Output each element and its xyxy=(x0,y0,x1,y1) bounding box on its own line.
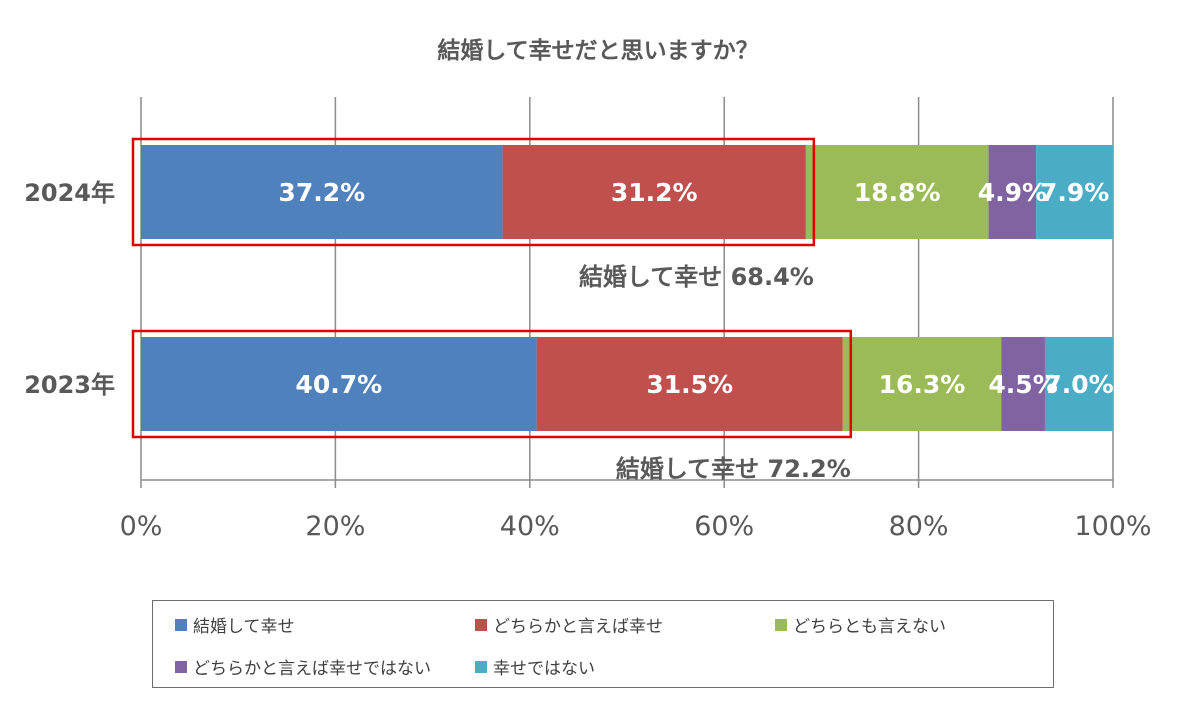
legend-label: どちらかと言えば幸せではない xyxy=(193,659,431,679)
legend-swatch xyxy=(175,660,187,673)
bar-segment xyxy=(141,145,503,239)
data-label: 4.5% xyxy=(988,370,1057,399)
annotation-label: 結婚して幸せ 68.4% xyxy=(579,263,814,291)
data-label: 40.7% xyxy=(295,370,382,399)
legend-swatch xyxy=(475,660,487,673)
legend-label: どちらかと言えば幸せ xyxy=(493,617,663,637)
chart-title: 結婚して幸せだと思いますか？ xyxy=(437,37,758,64)
highlight-box xyxy=(131,329,853,439)
chart-legend: 結婚して幸せ どちらかと言えば幸せ どちらとも言えないどちらかと言えば幸せではない 幸… xyxy=(152,600,1054,688)
stacked-bar-chart: 結婚して幸せだと思いますか？ 37.2% 31.2% 18.8% 4.9%7.9% 40… xyxy=(24,37,1151,542)
legend-swatch xyxy=(775,618,787,631)
annotations: 結婚して幸せ 68.4% 結婚して幸せ 72.2% xyxy=(131,137,853,483)
y-category-label: 2023年 xyxy=(24,371,115,399)
annotation-label: 結婚して幸せ 72.2% xyxy=(616,455,851,483)
bars xyxy=(141,145,1113,431)
x-tick-label: 20% xyxy=(305,511,365,542)
bar-segment xyxy=(141,337,537,431)
y-category-label: 2024年 xyxy=(24,179,115,207)
x-tick-label: 60% xyxy=(694,511,754,542)
axes: 0% 20% 40% 60% 80% 100% 2024年 2023年 xyxy=(24,179,1151,542)
legend-item: どちらとも言えない xyxy=(775,612,946,637)
bar-segment xyxy=(502,145,806,239)
data-label: 4.9% xyxy=(978,178,1047,207)
legend-swatch xyxy=(475,618,487,631)
legend-item: どちらかと言えば幸せ xyxy=(475,612,663,637)
legend-label: 結婚して幸せ xyxy=(193,617,295,637)
data-label: 18.8% xyxy=(854,178,941,207)
bar-segment xyxy=(988,145,1037,239)
data-label: 16.3% xyxy=(879,370,966,399)
bar-segment xyxy=(842,337,1002,431)
x-tick-label: 80% xyxy=(889,511,949,542)
bar-segment xyxy=(1001,337,1045,431)
bar-segment xyxy=(805,145,989,239)
legend-item: どちらかと言えば幸せではない xyxy=(175,654,431,679)
highlight-box xyxy=(131,137,816,247)
data-label: 37.2% xyxy=(278,178,365,207)
x-tick-label: 100% xyxy=(1074,511,1151,542)
legend-label: どちらとも言えない xyxy=(793,617,946,637)
legend-swatch xyxy=(175,618,187,631)
bar-segment xyxy=(1044,337,1113,431)
x-tick-label: 40% xyxy=(500,511,560,542)
data-label: 7.9% xyxy=(1040,178,1109,207)
bar-segment xyxy=(1036,145,1113,239)
data-labels: 37.2% 31.2% 18.8% 4.9%7.9% 40.7% 31.5% 16.3% 4.… xyxy=(278,178,1113,399)
x-tick-label: 0% xyxy=(120,511,163,542)
bar-segment xyxy=(536,337,843,431)
legend-label: 幸せではない xyxy=(493,659,595,679)
legend-item: 結婚して幸せ xyxy=(175,612,295,637)
data-label: 31.5% xyxy=(646,370,733,399)
data-label: 31.2% xyxy=(611,178,698,207)
data-label: 7.0% xyxy=(1044,370,1113,399)
legend-item: 幸せではない xyxy=(475,654,595,679)
